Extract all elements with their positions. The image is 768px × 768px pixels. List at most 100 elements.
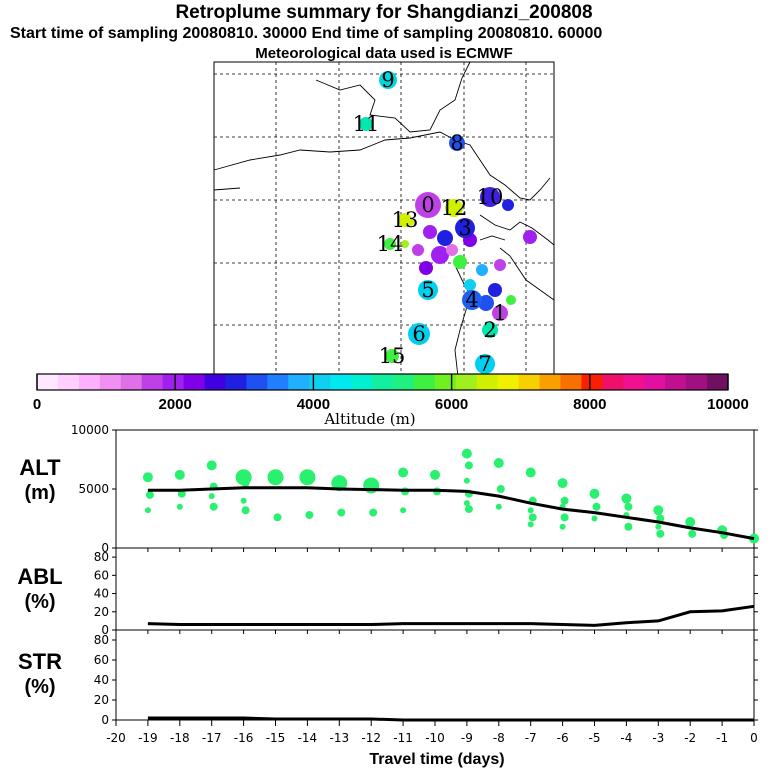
- colorbar-swatch: [497, 374, 520, 390]
- x-tick-label: -7: [525, 731, 537, 745]
- colorbar-swatch: [707, 374, 729, 390]
- alt-point: [621, 493, 632, 504]
- alt-point: [463, 477, 470, 484]
- alt-point: [177, 489, 186, 498]
- alt-point: [144, 507, 151, 514]
- x-tick-label: -18: [170, 731, 190, 745]
- cluster-marker: [480, 187, 500, 207]
- cluster-label: 0: [421, 193, 434, 217]
- str-label-line2: (%): [24, 676, 55, 698]
- plume-dot: [478, 295, 494, 311]
- cluster-label: 8: [450, 131, 463, 155]
- cluster-label: 12: [441, 196, 468, 220]
- abl-label-line1: ABL: [17, 564, 62, 589]
- x-tick-label: -3: [652, 731, 664, 745]
- alt-point: [273, 513, 282, 522]
- colorbar-swatch: [644, 374, 666, 390]
- cluster-marker: [359, 117, 373, 131]
- alt-label-line2: (m): [24, 482, 55, 504]
- plume-dot: [412, 244, 424, 256]
- abl-line: [147, 604, 755, 627]
- x-tick-label: -5: [589, 731, 601, 745]
- y-tick-label: 10000: [71, 423, 109, 437]
- colorbar-swatch: [476, 374, 499, 390]
- cluster-marker: [385, 349, 399, 363]
- alt-point: [655, 523, 662, 530]
- alt-point: [369, 508, 378, 517]
- colorbar-tick-label: 0: [33, 396, 41, 413]
- y-tick-label: 5000: [78, 482, 109, 496]
- cluster-label: 10: [477, 185, 504, 209]
- y-tick-label: 60: [94, 653, 109, 667]
- alt-point: [591, 515, 598, 522]
- alt-point: [208, 493, 215, 500]
- plume-dot: [502, 199, 514, 211]
- alt-point: [688, 529, 697, 538]
- alt-point: [624, 502, 633, 511]
- colorbar-swatch: [686, 374, 708, 390]
- alt-point: [299, 469, 316, 486]
- x-tick-label: 0: [750, 731, 758, 745]
- colorbar-swatch: [372, 374, 394, 390]
- x-tick-label: -4: [620, 731, 632, 745]
- plume-dot: [494, 259, 506, 271]
- cluster-marker: [462, 290, 482, 310]
- colorbar-swatch: [330, 374, 352, 390]
- plume-dot: [419, 261, 433, 275]
- alt-point: [142, 472, 153, 483]
- plume-dot: [423, 225, 437, 239]
- time-series-panels: -20 -19 -18 -17 -16 -15 -14 -13 -12 -11 -10 -9 -8 -7-…: [71, 423, 759, 745]
- x-tick-label: -10: [425, 731, 445, 745]
- cluster-label: 5: [421, 278, 434, 302]
- y-tick-label: 0: [101, 623, 109, 637]
- colorbar-swatch: [623, 374, 645, 390]
- colorbar-swatch: [288, 374, 310, 390]
- cluster-label: 6: [412, 322, 425, 346]
- alt-point: [493, 458, 504, 469]
- colorbar-swatch: [434, 374, 457, 390]
- cluster-marker: [475, 354, 495, 374]
- alt-point: [209, 502, 218, 511]
- plume-dot: [488, 283, 502, 297]
- alt-point: [206, 460, 217, 471]
- x-tick-label: -13: [329, 731, 349, 745]
- y-tick-label: 60: [94, 568, 109, 582]
- colorbar-swatch: [602, 374, 624, 390]
- cluster-marker: [408, 323, 430, 345]
- x-tick-label: -15: [266, 731, 286, 745]
- plume-dot: [437, 230, 453, 246]
- alt-point: [557, 478, 568, 489]
- colorbar-swatch: [267, 374, 289, 390]
- x-tick-label: -6: [557, 731, 569, 745]
- x-tick-label: -9: [461, 731, 473, 745]
- plume-dot: [476, 264, 488, 276]
- colorbar-swatch: [78, 374, 101, 390]
- str-line: [147, 716, 754, 722]
- colorbar-swatch: [539, 374, 561, 390]
- cluster-marker: [384, 238, 396, 250]
- x-tick-label: -2: [684, 731, 696, 745]
- alt-point: [463, 500, 470, 507]
- str-label-line1: STR: [18, 649, 62, 674]
- altitude-colorbar: 0 2000 4000 6000 8000 10000: [33, 373, 749, 413]
- alt-point: [464, 505, 473, 514]
- cluster-marker: [415, 192, 441, 218]
- alt-point: [240, 497, 247, 504]
- x-tick-label: -14: [298, 731, 318, 745]
- alt-point: [527, 507, 534, 514]
- colorbar-swatch: [309, 374, 331, 390]
- x-tick-label: -1: [716, 731, 728, 745]
- colorbar-swatch: [37, 374, 59, 390]
- x-tick-label: -12: [361, 731, 381, 745]
- cluster-marker: [449, 135, 465, 151]
- cluster-marker: [455, 218, 475, 238]
- alt-point: [496, 485, 505, 493]
- plume-dot: [523, 230, 537, 244]
- plume-dot: [453, 255, 467, 269]
- plume-dot: [464, 279, 476, 291]
- cluster-label: 13: [392, 208, 419, 232]
- y-tick-label: 80: [94, 633, 109, 647]
- plume-dot: [401, 240, 409, 248]
- alt-point: [559, 523, 566, 530]
- colorbar-swatch: [455, 374, 478, 390]
